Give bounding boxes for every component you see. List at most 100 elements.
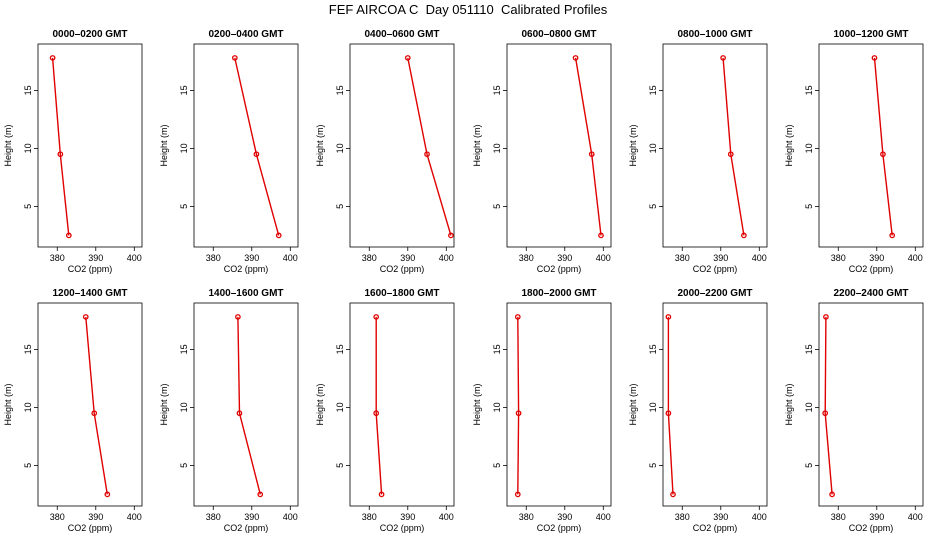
profile-line [234, 57, 280, 236]
data-point [49, 55, 56, 61]
x-tick-label: 380 [362, 512, 377, 522]
x-tick-label: 390 [400, 253, 415, 263]
data-point [373, 410, 380, 417]
y-tick-label: 15 [335, 344, 345, 354]
x-tick-label: 400 [752, 253, 767, 263]
y-tick-label: 5 [179, 204, 189, 209]
profile-line [237, 316, 261, 495]
y-tick-label: 15 [804, 85, 814, 95]
data-point [275, 232, 282, 239]
profile-line [667, 316, 674, 495]
data-point [572, 55, 579, 61]
y-tick-label: 15 [804, 344, 814, 354]
x-axis-label: CO2 (ppm) [693, 264, 738, 274]
y-axis-label: Height (m) [3, 383, 13, 425]
y-tick-label: 15 [23, 85, 33, 95]
profile-line [517, 316, 520, 495]
data-point [65, 232, 72, 239]
y-tick-label: 15 [492, 85, 502, 95]
x-axis-label: CO2 (ppm) [380, 523, 425, 533]
x-tick-label: 390 [244, 512, 259, 522]
page-title: FEF AIRCOA C Day 051110 Calibrated Profi… [328, 2, 608, 17]
profile-line [51, 57, 70, 236]
x-axis-label: CO2 (ppm) [224, 523, 269, 533]
data-point [514, 491, 521, 498]
x-tick-label: 390 [244, 253, 259, 263]
profile-line [824, 316, 833, 495]
x-axis-label: CO2 (ppm) [224, 264, 269, 274]
x-tick-label: 380 [519, 512, 534, 522]
plot-frame [506, 302, 612, 507]
plot-frame [662, 43, 768, 248]
panel-title: 2200–2400 GMT [833, 288, 908, 299]
x-tick-label: 390 [557, 512, 572, 522]
profile-line [722, 57, 745, 236]
data-point [448, 232, 454, 239]
profile-panel: 1000–1200 GMT 380 390 400 5 10 15 CO2 (ppm) Heig… [784, 29, 924, 274]
x-tick-label: 380 [675, 253, 690, 263]
x-tick-label: 380 [362, 253, 377, 263]
data-point [823, 314, 829, 320]
plot-frame [662, 302, 768, 507]
y-tick-label: 5 [648, 204, 658, 209]
y-tick-label: 15 [648, 344, 658, 354]
panel-title: 1800–2000 GMT [521, 288, 596, 299]
y-tick-label: 10 [804, 143, 814, 153]
profile-panel: 0400–0600 GMT 380 390 400 5 10 15 CO2 (ppm) Heig… [315, 29, 455, 274]
y-tick-label: 10 [335, 143, 345, 153]
x-tick-label: 380 [831, 253, 846, 263]
panel-title: 0800–1000 GMT [677, 29, 752, 40]
x-axis-label: CO2 (ppm) [693, 523, 738, 533]
y-tick-label: 5 [23, 204, 33, 209]
y-tick-label: 15 [23, 344, 33, 354]
x-tick-label: 400 [127, 512, 142, 522]
y-tick-label: 15 [492, 344, 502, 354]
data-point [829, 491, 835, 498]
plot-frame [506, 43, 612, 248]
y-tick-label: 5 [804, 463, 814, 468]
x-axis-label: CO2 (ppm) [537, 523, 582, 533]
data-point [665, 314, 672, 320]
data-point [880, 151, 886, 158]
y-axis-label: Height (m) [628, 383, 638, 425]
profile-panel: 0200–0400 GMT 380 390 400 5 10 15 CO2 (ppm) Heig… [159, 29, 299, 274]
profile-panel: 0600–0800 GMT 380 390 400 5 10 15 CO2 (ppm) Heig… [472, 29, 612, 274]
plot-frame [37, 302, 143, 507]
plot-frame [349, 302, 455, 507]
x-tick-label: 390 [400, 512, 415, 522]
profile-panel: 2200–2400 GMT 380 390 400 5 10 15 CO2 (ppm) Heig… [784, 288, 924, 533]
x-tick-label: 400 [127, 253, 142, 263]
y-tick-label: 10 [492, 402, 502, 412]
y-tick-label: 5 [179, 463, 189, 468]
x-tick-label: 390 [88, 253, 103, 263]
x-axis-label: CO2 (ppm) [380, 264, 425, 274]
x-tick-label: 400 [752, 512, 767, 522]
x-axis-label: CO2 (ppm) [537, 264, 582, 274]
data-point [741, 232, 747, 239]
plot-frame [349, 43, 455, 248]
data-point [665, 410, 672, 417]
data-point [514, 314, 521, 320]
y-tick-label: 10 [492, 143, 502, 153]
data-point [231, 55, 238, 61]
plot-frame [193, 43, 299, 248]
x-tick-label: 380 [206, 512, 221, 522]
data-point [57, 151, 64, 158]
x-axis-label: CO2 (ppm) [68, 264, 113, 274]
data-point [236, 410, 243, 417]
y-axis-label: Height (m) [315, 383, 325, 425]
y-tick-label: 10 [23, 402, 33, 412]
panel-title: 0200–0400 GMT [208, 29, 283, 40]
x-tick-label: 380 [675, 512, 690, 522]
plot-frame [37, 43, 143, 248]
y-tick-label: 10 [648, 402, 658, 412]
panel-title: 1600–1800 GMT [364, 288, 439, 299]
data-point [670, 491, 676, 498]
x-tick-label: 390 [713, 512, 728, 522]
panel-title: 2000–2200 GMT [677, 288, 752, 299]
x-tick-label: 400 [283, 253, 298, 263]
data-point [257, 491, 264, 498]
profile-panel: 1600–1800 GMT 380 390 400 5 10 15 CO2 (ppm) Heig… [315, 288, 455, 533]
profile-panel: 2000–2200 GMT 380 390 400 5 10 15 CO2 (ppm) Heig… [628, 288, 768, 533]
